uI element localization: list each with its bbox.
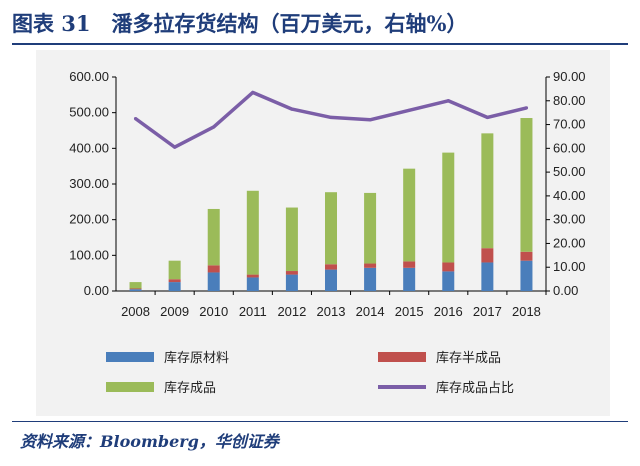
y-right-tick-label: 30.00 [553, 212, 586, 227]
bar-库存成品-2010 [207, 208, 220, 266]
point-库存成品占比-2008 [133, 117, 138, 121]
bar-库存原材料-2012 [285, 274, 298, 291]
y-left-tick-label: 600.00 [69, 69, 109, 84]
bar-库存半成品-2016 [442, 262, 455, 272]
bar-库存成品-2008 [129, 282, 142, 289]
source-rule [12, 421, 628, 422]
point-库存成品占比-2016 [446, 99, 450, 103]
y-right-tick-label: 0.00 [553, 283, 578, 298]
point-库存成品占比-2010 [212, 125, 216, 129]
bar-库存成品-2018 [520, 118, 533, 252]
x-tick-label: 2018 [512, 304, 541, 319]
bar-库存成品-2015 [403, 168, 416, 262]
title-rule [12, 43, 628, 45]
bar-库存半成品-2015 [403, 261, 416, 268]
bar-库存原材料-2009 [168, 282, 181, 291]
y-left-tick-label: 300.00 [69, 176, 109, 191]
bar-库存原材料-2015 [403, 267, 416, 291]
line-库存成品占比 [134, 90, 527, 149]
bar-库存半成品-2013 [325, 264, 337, 270]
bar-库存半成品-2018 [520, 251, 533, 261]
bar-库存成品-2011 [246, 190, 259, 275]
y-right-tick-label: 20.00 [553, 235, 586, 250]
x-tick-label: 2017 [473, 304, 502, 319]
bar-库存半成品-2009 [168, 279, 181, 283]
bar-库存成品-2014 [364, 192, 377, 264]
x-tick-label: 2015 [395, 304, 424, 319]
y-left-tick-label: 400.00 [69, 140, 109, 155]
legend-swatch-库存原材料 [106, 352, 154, 362]
chart-panel: 0.00 100.00 200.00 300.00 400.00 500.00 600.00… [36, 50, 610, 416]
y-left-tick-label: 500.00 [69, 105, 109, 120]
x-tick-label: 2013 [317, 304, 346, 319]
point-库存成品占比-2009 [173, 145, 177, 149]
x-tick-label: 2010 [199, 304, 228, 319]
bar-库存成品-2013 [325, 192, 337, 265]
y-right-tick-label: 60.00 [553, 140, 586, 155]
legend-label-库存成品占比: 库存成品占比 [436, 380, 514, 396]
bar-库存原材料-2008 [129, 289, 142, 291]
point-库存成品占比-2013 [329, 115, 333, 120]
figure-title: 图表 31 潘多拉存货结构（百万美元，右轴%） [12, 11, 468, 36]
inventory-chart: 0.00 100.00 200.00 300.00 400.00 500.00 600.00… [69, 69, 586, 396]
y-right-tick-label: 10.00 [553, 259, 586, 274]
bar-库存原材料-2016 [442, 271, 455, 291]
point-库存成品占比-2018 [524, 106, 529, 110]
bar-库存成品-2017 [481, 133, 494, 249]
point-库存成品占比-2012 [290, 107, 294, 111]
bar-库存原材料-2018 [520, 260, 533, 291]
x-tick-label: 2014 [356, 304, 385, 319]
bar-库存原材料-2014 [364, 267, 377, 291]
bar-库存半成品-2017 [481, 248, 494, 263]
y-right-tick-label: 90.00 [553, 69, 586, 84]
source-note: 资料来源：Bloomberg，华创证券 [20, 432, 279, 451]
bar-库存半成品-2011 [246, 274, 259, 278]
x-tick-label: 2012 [277, 304, 306, 319]
bar-库存半成品-2010 [207, 265, 220, 273]
y-right-tick-label: 70.00 [553, 117, 586, 132]
bar-库存半成品-2012 [285, 271, 298, 275]
bar-库存原材料-2013 [325, 269, 337, 291]
legend-label-库存半成品: 库存半成品 [436, 350, 501, 366]
bar-库存原材料-2010 [207, 272, 220, 291]
bar-库存原材料-2011 [246, 277, 259, 291]
legend-swatch-库存成品 [106, 382, 154, 392]
y-left-tick-label: 200.00 [69, 212, 109, 227]
x-tick-label: 2011 [239, 304, 267, 319]
point-库存成品占比-2015 [407, 108, 411, 112]
bar-库存半成品-2014 [364, 263, 377, 268]
point-库存成品占比-2011 [251, 90, 255, 95]
bar-库存原材料-2017 [481, 262, 494, 291]
y-right-tick-label: 40.00 [553, 188, 586, 203]
y-left-tick-label: 100.00 [69, 247, 109, 262]
legend-swatch-库存半成品 [378, 352, 426, 362]
bar-库存成品-2009 [168, 260, 181, 280]
point-库存成品占比-2014 [368, 118, 372, 122]
x-tick-label: 2016 [434, 304, 463, 319]
bar-库存成品-2012 [285, 207, 298, 272]
y-right-tick-label: 50.00 [553, 164, 586, 179]
x-tick-label: 2008 [121, 304, 150, 319]
y-left-tick-label: 0.00 [84, 283, 109, 298]
legend-label-库存原材料: 库存原材料 [164, 350, 229, 366]
legend-label-库存成品: 库存成品 [164, 380, 216, 396]
bar-库存半成品-2008 [129, 288, 142, 290]
x-tick-label: 2009 [160, 304, 189, 319]
bar-库存成品-2016 [442, 152, 455, 263]
point-库存成品占比-2017 [485, 115, 489, 120]
y-right-tick-label: 80.00 [553, 93, 586, 108]
